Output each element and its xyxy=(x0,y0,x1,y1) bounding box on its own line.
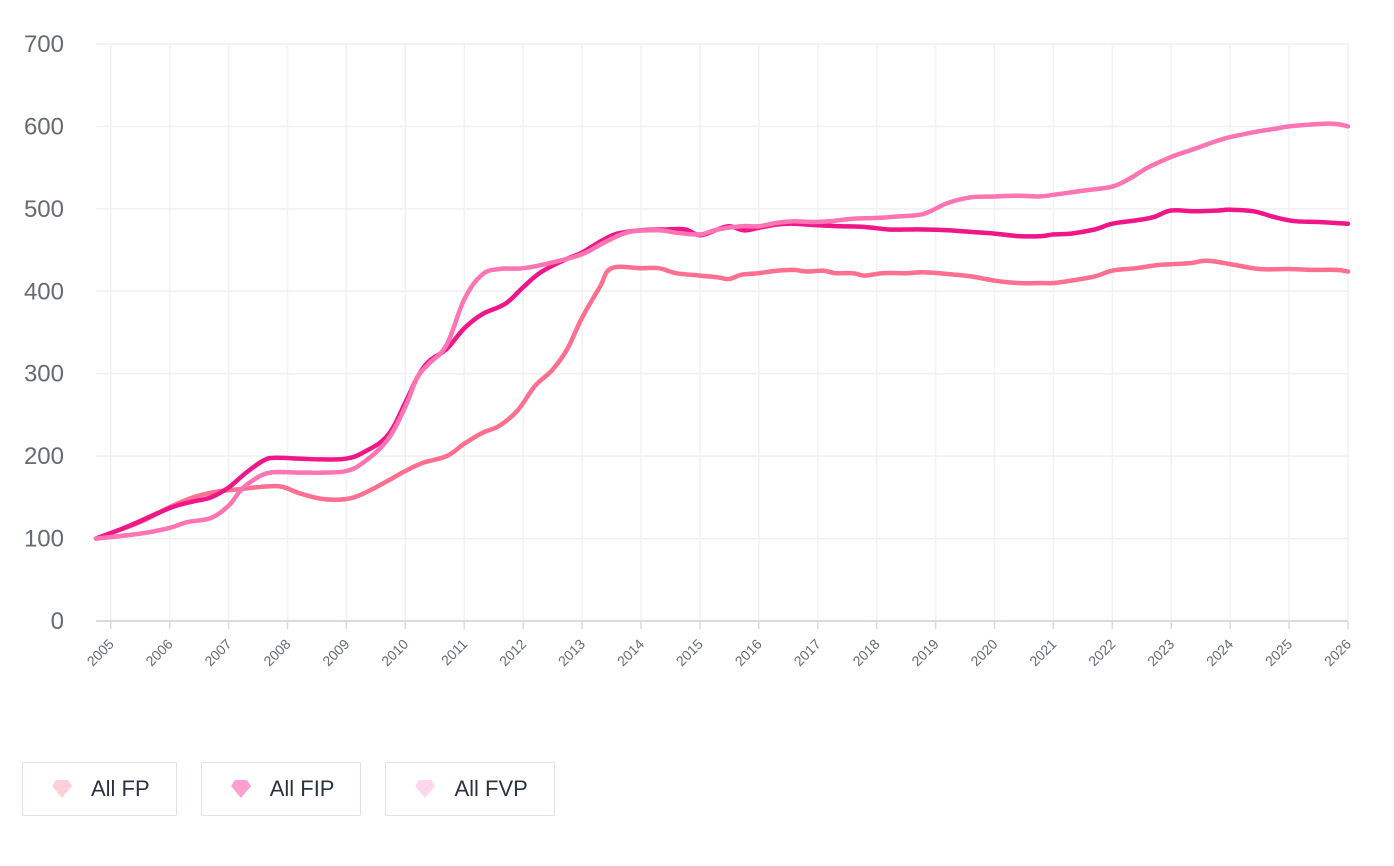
legend-item-all-fvp[interactable]: All FVP xyxy=(385,762,555,816)
x-tick-label: 2010 xyxy=(378,636,411,669)
grid-layer xyxy=(96,43,1349,621)
x-tick-label: 2015 xyxy=(673,636,706,669)
legend-item-all-fp[interactable]: All FP xyxy=(22,762,177,816)
x-tick-label: 2020 xyxy=(967,636,1000,669)
x-tick-label: 2005 xyxy=(84,636,117,669)
y-tick-label: 300 xyxy=(24,361,64,388)
legend-label: All FIP xyxy=(269,776,335,801)
x-tick-label: 2016 xyxy=(732,636,765,669)
diamond-icon xyxy=(230,780,251,798)
x-tick-label: 2022 xyxy=(1085,636,1118,669)
y-tick-label: 100 xyxy=(24,526,64,553)
diamond-icon xyxy=(52,780,72,798)
legend: All FP All FIP All FVP xyxy=(22,762,555,816)
y-tick-label: 600 xyxy=(24,113,64,140)
x-tick-label: 2007 xyxy=(201,636,234,669)
series-layer xyxy=(93,121,1351,541)
series-line-all-fp xyxy=(93,258,1351,541)
y-tick-label: 400 xyxy=(24,278,64,305)
diamond-icon xyxy=(415,780,436,798)
legend-label: All FVP xyxy=(454,776,528,801)
legend-item-all-fip[interactable]: All FIP xyxy=(200,762,362,816)
x-tick-label: 2018 xyxy=(849,636,882,669)
diamond-icon-shape xyxy=(230,780,251,798)
chart-svg: 0 100 200 300 400 500 600 700 2005 2006 2007 2008 20… xyxy=(24,31,1354,669)
x-tick-label: 2024 xyxy=(1203,636,1236,669)
x-tick-label: 2011 xyxy=(438,636,471,669)
x-tick-label: 2026 xyxy=(1321,636,1354,669)
x-tick-label: 2017 xyxy=(791,636,824,669)
x-tick-label: 2025 xyxy=(1262,636,1295,669)
diamond-icon-shape xyxy=(52,780,72,798)
x-tick-label: 2012 xyxy=(496,636,529,669)
diamond-icon-shape xyxy=(415,780,436,798)
x-tick-label: 2021 xyxy=(1026,636,1059,669)
y-tick-label: 0 xyxy=(51,608,64,635)
y-tick-label: 500 xyxy=(24,196,64,223)
x-tick-label: 2014 xyxy=(614,636,647,669)
x-tick-label: 2019 xyxy=(908,636,941,669)
x-tick-label: 2013 xyxy=(555,636,588,669)
x-tick-label: 2006 xyxy=(142,636,175,669)
x-tick-label: 2008 xyxy=(260,636,293,669)
x-tick-label: 2009 xyxy=(319,636,352,669)
x-tick-label: 2023 xyxy=(1144,636,1177,669)
y-tick-label: 700 xyxy=(24,31,64,58)
series-line-all-fvp xyxy=(93,121,1351,541)
line-chart: 0 100 200 300 400 500 600 700 2005 2006 2007 2008 20… xyxy=(24,31,1354,669)
legend-label: All FP xyxy=(91,776,150,801)
y-tick-label: 200 xyxy=(24,443,64,470)
